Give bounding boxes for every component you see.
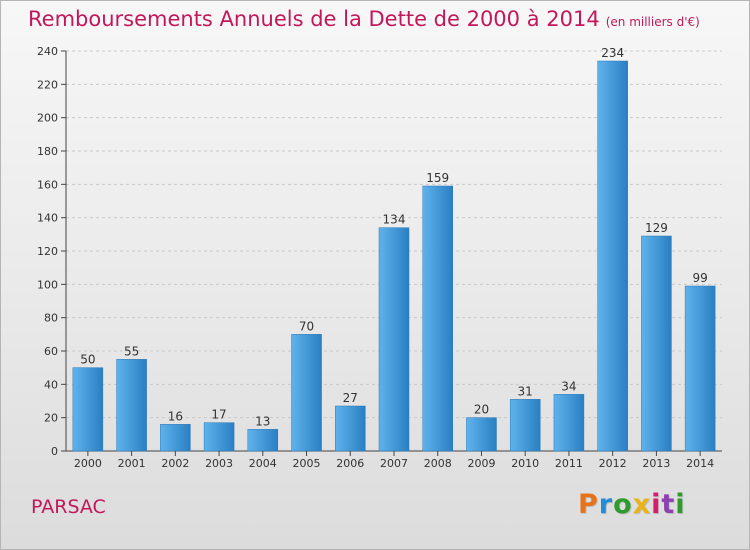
y-tick-label: 60 <box>44 345 58 358</box>
x-tick-label: 2010 <box>511 457 539 470</box>
place-name: PARSAC <box>31 496 106 518</box>
x-tick-label: 2003 <box>205 457 233 470</box>
y-tick-label: 240 <box>37 45 58 58</box>
bar <box>116 359 147 452</box>
bar <box>160 424 191 452</box>
y-tick-label: 140 <box>37 212 58 225</box>
data-label: 17 <box>211 408 226 422</box>
bar <box>291 334 322 452</box>
bar <box>247 429 279 452</box>
x-tick-label: 2014 <box>686 457 714 470</box>
data-label: 20 <box>474 403 489 417</box>
data-label: 99 <box>692 271 707 285</box>
brand-logo: Proxiti <box>578 489 686 520</box>
x-tick-label: 2002 <box>161 457 189 470</box>
bar <box>72 367 104 452</box>
x-tick-label: 2006 <box>336 457 364 470</box>
data-label: 55 <box>124 344 139 358</box>
bar <box>597 60 628 452</box>
y-tick-label: 200 <box>37 112 58 125</box>
bar <box>378 227 410 452</box>
data-label: 31 <box>518 384 533 398</box>
y-tick-label: 20 <box>44 412 58 425</box>
data-label: 16 <box>168 409 183 423</box>
x-tick-label: 2000 <box>74 457 102 470</box>
x-tick-label: 2009 <box>467 457 495 470</box>
data-label: 34 <box>561 379 576 393</box>
x-tick-label: 2005 <box>293 457 321 470</box>
x-tick-label: 2013 <box>642 457 670 470</box>
x-tick-label: 2004 <box>249 457 277 470</box>
x-tick-label: 2001 <box>118 457 146 470</box>
data-label: 134 <box>383 213 406 227</box>
bar <box>641 235 672 452</box>
x-tick-label: 2011 <box>555 457 583 470</box>
y-tick-label: 120 <box>37 245 58 258</box>
brand-letter: P <box>578 489 599 520</box>
y-tick-label: 40 <box>44 378 58 391</box>
chart-title-text: Remboursements Annuels de la Dette de 20… <box>28 7 600 31</box>
bar <box>203 422 235 452</box>
data-label: 50 <box>80 353 95 367</box>
data-label: 27 <box>343 391 358 405</box>
x-tick-label: 2007 <box>380 457 408 470</box>
bar <box>335 405 366 452</box>
bar <box>684 285 716 452</box>
chart-unit: (en milliers d'€) <box>605 15 700 29</box>
brand-letter: i <box>675 489 686 520</box>
chart-title: Remboursements Annuels de la Dette de 20… <box>28 7 700 31</box>
brand-letter: t <box>661 489 676 520</box>
x-tick-label: 2012 <box>599 457 627 470</box>
brand-letter: r <box>598 489 614 520</box>
brand-letter: i <box>651 489 662 520</box>
brand-letter: o <box>613 489 633 520</box>
data-label: 70 <box>299 319 314 333</box>
y-tick-label: 180 <box>37 145 58 158</box>
data-label: 159 <box>426 171 449 185</box>
bar <box>509 399 541 452</box>
y-tick-label: 0 <box>51 445 58 458</box>
y-tick-label: 80 <box>44 312 58 325</box>
x-tick-label: 2008 <box>424 457 452 470</box>
bar <box>553 394 585 452</box>
bar <box>466 417 497 452</box>
y-tick-label: 100 <box>37 278 58 291</box>
bar <box>422 185 453 452</box>
data-label: 234 <box>601 46 624 60</box>
brand-letter: x <box>632 489 652 520</box>
y-tick-label: 160 <box>37 178 58 191</box>
data-label: 13 <box>255 414 270 428</box>
data-label: 129 <box>645 221 668 235</box>
y-tick-label: 220 <box>37 78 58 91</box>
